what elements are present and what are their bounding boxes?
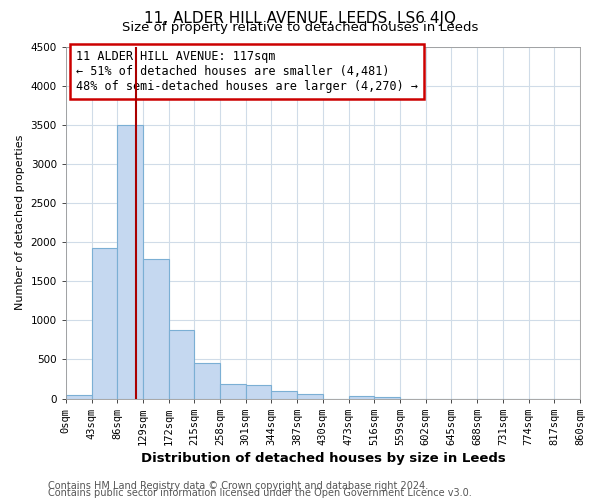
Bar <box>66 394 92 398</box>
X-axis label: Distribution of detached houses by size in Leeds: Distribution of detached houses by size … <box>140 452 505 465</box>
Y-axis label: Number of detached properties: Number of detached properties <box>15 135 25 310</box>
Bar <box>349 396 374 398</box>
Bar <box>246 385 271 398</box>
Text: 11 ALDER HILL AVENUE: 117sqm
← 51% of detached houses are smaller (4,481)
48% of: 11 ALDER HILL AVENUE: 117sqm ← 51% of de… <box>76 50 418 93</box>
Bar <box>169 330 194 398</box>
Bar <box>271 391 297 398</box>
Bar <box>220 384 246 398</box>
Bar <box>194 362 220 398</box>
Bar <box>92 248 117 398</box>
Bar <box>143 260 169 398</box>
Bar <box>117 124 143 398</box>
Text: Contains HM Land Registry data © Crown copyright and database right 2024.: Contains HM Land Registry data © Crown c… <box>48 481 428 491</box>
Bar <box>374 396 400 398</box>
Text: 11, ALDER HILL AVENUE, LEEDS, LS6 4JQ: 11, ALDER HILL AVENUE, LEEDS, LS6 4JQ <box>144 11 456 26</box>
Text: Size of property relative to detached houses in Leeds: Size of property relative to detached ho… <box>122 21 478 34</box>
Bar <box>297 394 323 398</box>
Text: Contains public sector information licensed under the Open Government Licence v3: Contains public sector information licen… <box>48 488 472 498</box>
